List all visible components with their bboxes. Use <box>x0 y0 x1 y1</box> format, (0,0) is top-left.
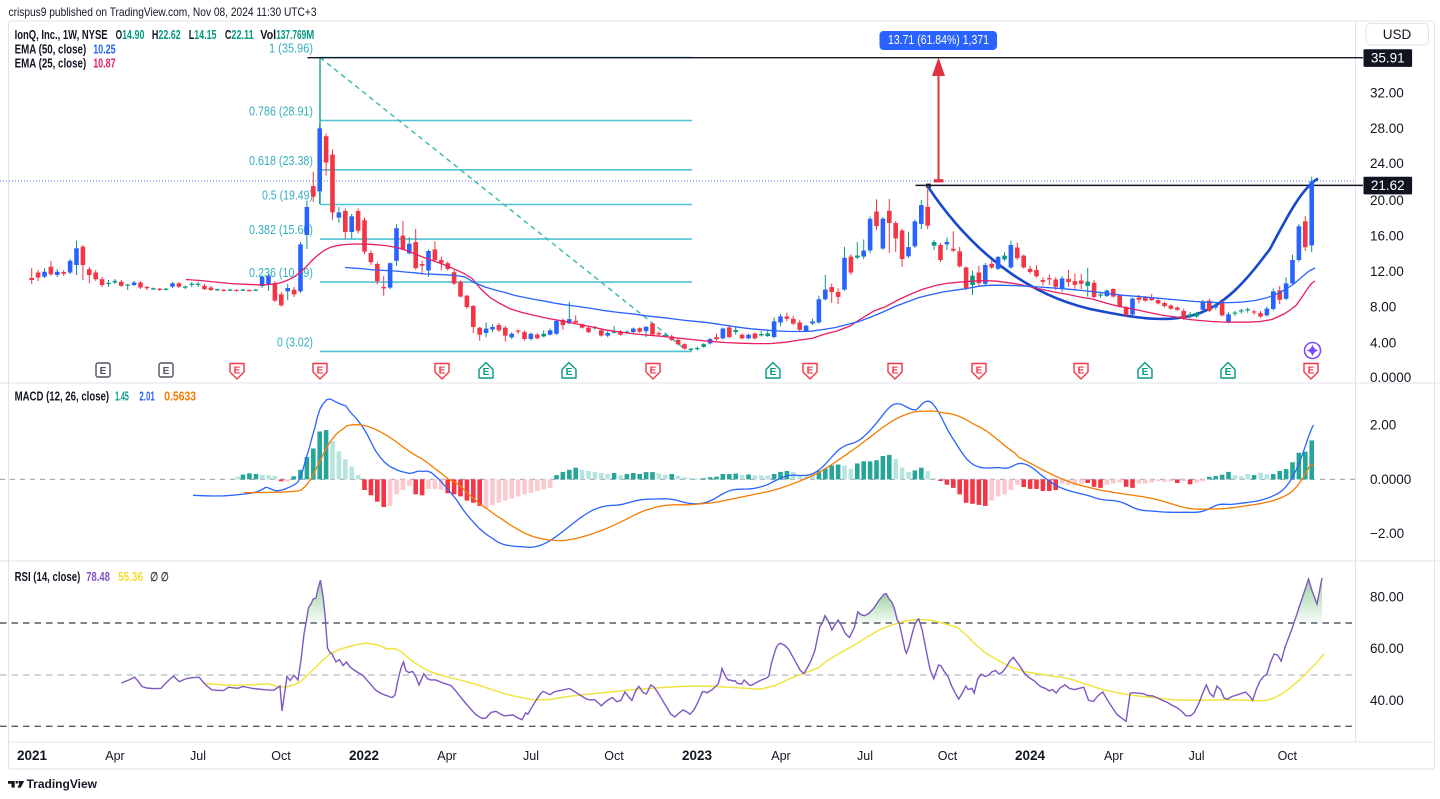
svg-text:2024: 2024 <box>1015 748 1046 763</box>
svg-text:E: E <box>1078 366 1085 377</box>
svg-text:16.00: 16.00 <box>1370 229 1404 244</box>
svg-text:∅: ∅ <box>150 570 158 584</box>
svg-text:E: E <box>439 366 446 377</box>
svg-text:Jul: Jul <box>190 749 206 763</box>
svg-text:MACD (12, 26, close): MACD (12, 26, close) <box>15 390 110 404</box>
svg-text:80.00: 80.00 <box>1370 590 1404 605</box>
svg-text:Vol: Vol <box>260 28 276 42</box>
svg-text:0.382 (15.60): 0.382 (15.60) <box>249 223 313 237</box>
svg-text:2.00: 2.00 <box>1370 418 1396 433</box>
svg-text:E: E <box>1142 367 1149 378</box>
svg-text:H: H <box>152 28 159 42</box>
svg-text:crispus9 published on TradingV: crispus9 published on TradingView.com, N… <box>9 5 317 19</box>
svg-text:0.618 (23.38): 0.618 (23.38) <box>249 154 313 168</box>
svg-text:E: E <box>976 366 983 377</box>
svg-text:M: M <box>306 28 314 42</box>
svg-text:Oct: Oct <box>938 749 958 763</box>
svg-text:0.5 (19.49): 0.5 (19.49) <box>262 189 313 203</box>
svg-text:E: E <box>100 366 107 377</box>
svg-text:EMA (25, close): EMA (25, close) <box>15 57 87 71</box>
svg-text:EMA (50, close): EMA (50, close) <box>15 43 87 57</box>
svg-text:14.15: 14.15 <box>194 28 216 42</box>
svg-text:E: E <box>1225 367 1232 378</box>
svg-text:21.62: 21.62 <box>1371 178 1405 193</box>
svg-text:Apr: Apr <box>771 749 790 763</box>
svg-text:Jul: Jul <box>1189 749 1205 763</box>
svg-text:−2.00: −2.00 <box>1370 526 1404 541</box>
svg-text:Oct: Oct <box>1278 749 1298 763</box>
svg-text:∅: ∅ <box>161 570 169 584</box>
svg-text:2.01: 2.01 <box>139 390 154 404</box>
svg-text:Apr: Apr <box>105 749 124 763</box>
svg-text:Oct: Oct <box>271 749 291 763</box>
svg-text:0.0000: 0.0000 <box>1370 472 1411 487</box>
svg-text:0.786 (28.91): 0.786 (28.91) <box>249 105 313 119</box>
svg-text:E: E <box>317 366 324 377</box>
svg-text:40.00: 40.00 <box>1370 693 1404 708</box>
svg-text:IonQ, Inc., 1W, NYSE: IonQ, Inc., 1W, NYSE <box>15 28 108 42</box>
svg-text:E: E <box>483 367 490 378</box>
svg-text:Jul: Jul <box>857 749 873 763</box>
svg-text:24.00: 24.00 <box>1370 156 1404 171</box>
svg-text:20.00: 20.00 <box>1370 193 1404 208</box>
svg-text:E: E <box>650 366 657 377</box>
svg-text:Apr: Apr <box>437 749 456 763</box>
svg-text:E: E <box>1308 366 1315 377</box>
svg-text:8.00: 8.00 <box>1370 299 1396 314</box>
svg-text:22.62: 22.62 <box>158 28 180 42</box>
svg-text:E: E <box>770 367 777 378</box>
svg-text:0.0000: 0.0000 <box>1370 370 1411 385</box>
svg-text:60.00: 60.00 <box>1370 641 1404 656</box>
svg-text:28.00: 28.00 <box>1370 121 1404 136</box>
svg-text:E: E <box>566 367 573 378</box>
svg-text:Oct: Oct <box>604 749 624 763</box>
svg-text:0.5633: 0.5633 <box>164 390 196 404</box>
svg-text:2023: 2023 <box>682 748 713 763</box>
svg-text:2022: 2022 <box>349 748 379 763</box>
svg-text:E: E <box>892 366 899 377</box>
svg-text:13.71 (61.84%) 1,371: 13.71 (61.84%) 1,371 <box>888 33 989 47</box>
svg-text:55.36: 55.36 <box>118 570 143 584</box>
svg-text:E: E <box>163 366 170 377</box>
svg-text:10.25: 10.25 <box>93 43 115 57</box>
svg-text:RSI (14, close): RSI (14, close) <box>15 570 81 584</box>
svg-text:0.236 (10.79): 0.236 (10.79) <box>249 266 313 280</box>
svg-text:12.00: 12.00 <box>1370 264 1404 279</box>
svg-text:1 (35.96): 1 (35.96) <box>269 42 313 56</box>
svg-text:32.00: 32.00 <box>1370 86 1404 101</box>
svg-text:35.91: 35.91 <box>1371 51 1405 66</box>
svg-text:Apr: Apr <box>1104 749 1123 763</box>
svg-text:1.45: 1.45 <box>115 390 129 404</box>
svg-text:4.00: 4.00 <box>1370 335 1396 350</box>
svg-text:22.11: 22.11 <box>231 28 253 42</box>
svg-text:USD: USD <box>1383 27 1412 42</box>
svg-text:E: E <box>807 366 814 377</box>
svg-text:10.87: 10.87 <box>93 57 115 71</box>
svg-text:Jul: Jul <box>523 749 539 763</box>
svg-text:C: C <box>225 28 232 42</box>
svg-text:0 (3.02): 0 (3.02) <box>277 335 313 349</box>
svg-text:O: O <box>116 28 123 42</box>
svg-text:TradingView: TradingView <box>27 777 98 791</box>
svg-text:78.48: 78.48 <box>86 570 110 584</box>
svg-text:14.90: 14.90 <box>122 28 144 42</box>
svg-text:L: L <box>189 28 195 42</box>
svg-text:2021: 2021 <box>17 748 48 763</box>
svg-text:E: E <box>234 366 241 377</box>
svg-text:137.769: 137.769 <box>276 28 306 42</box>
